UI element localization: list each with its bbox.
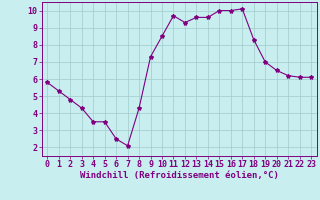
X-axis label: Windchill (Refroidissement éolien,°C): Windchill (Refroidissement éolien,°C) [80, 171, 279, 180]
